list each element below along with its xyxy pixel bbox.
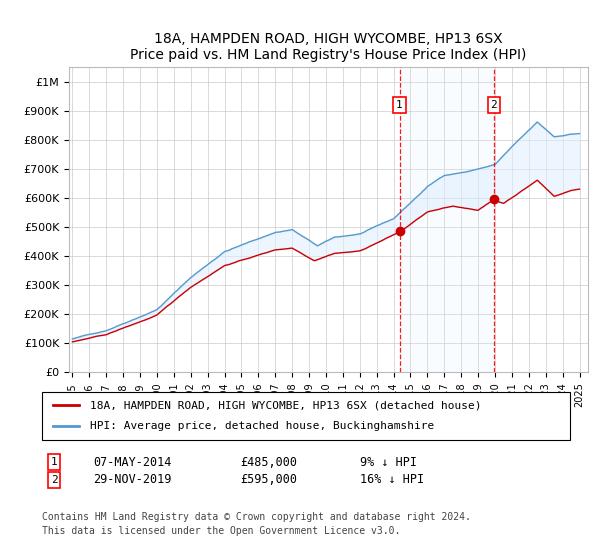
- Text: 1: 1: [396, 100, 403, 110]
- Text: £485,000: £485,000: [240, 455, 297, 469]
- Text: HPI: Average price, detached house, Buckinghamshire: HPI: Average price, detached house, Buck…: [89, 421, 434, 431]
- Bar: [400, 67, 494, 372]
- Text: 29-NOV-2019: 29-NOV-2019: [93, 473, 172, 487]
- Text: £595,000: £595,000: [240, 473, 297, 487]
- Text: 2: 2: [50, 475, 58, 485]
- Text: 07-MAY-2014: 07-MAY-2014: [93, 455, 172, 469]
- Text: 1: 1: [50, 457, 58, 467]
- Text: Contains HM Land Registry data © Crown copyright and database right 2024.: Contains HM Land Registry data © Crown c…: [42, 512, 471, 522]
- FancyBboxPatch shape: [42, 392, 570, 440]
- Text: This data is licensed under the Open Government Licence v3.0.: This data is licensed under the Open Gov…: [42, 526, 400, 536]
- Text: 18A, HAMPDEN ROAD, HIGH WYCOMBE, HP13 6SX (detached house): 18A, HAMPDEN ROAD, HIGH WYCOMBE, HP13 6S…: [89, 400, 481, 410]
- Text: 2: 2: [490, 100, 497, 110]
- Text: 16% ↓ HPI: 16% ↓ HPI: [360, 473, 424, 487]
- Title: 18A, HAMPDEN ROAD, HIGH WYCOMBE, HP13 6SX
Price paid vs. HM Land Registry's Hous: 18A, HAMPDEN ROAD, HIGH WYCOMBE, HP13 6S…: [130, 32, 527, 62]
- Text: 9% ↓ HPI: 9% ↓ HPI: [360, 455, 417, 469]
